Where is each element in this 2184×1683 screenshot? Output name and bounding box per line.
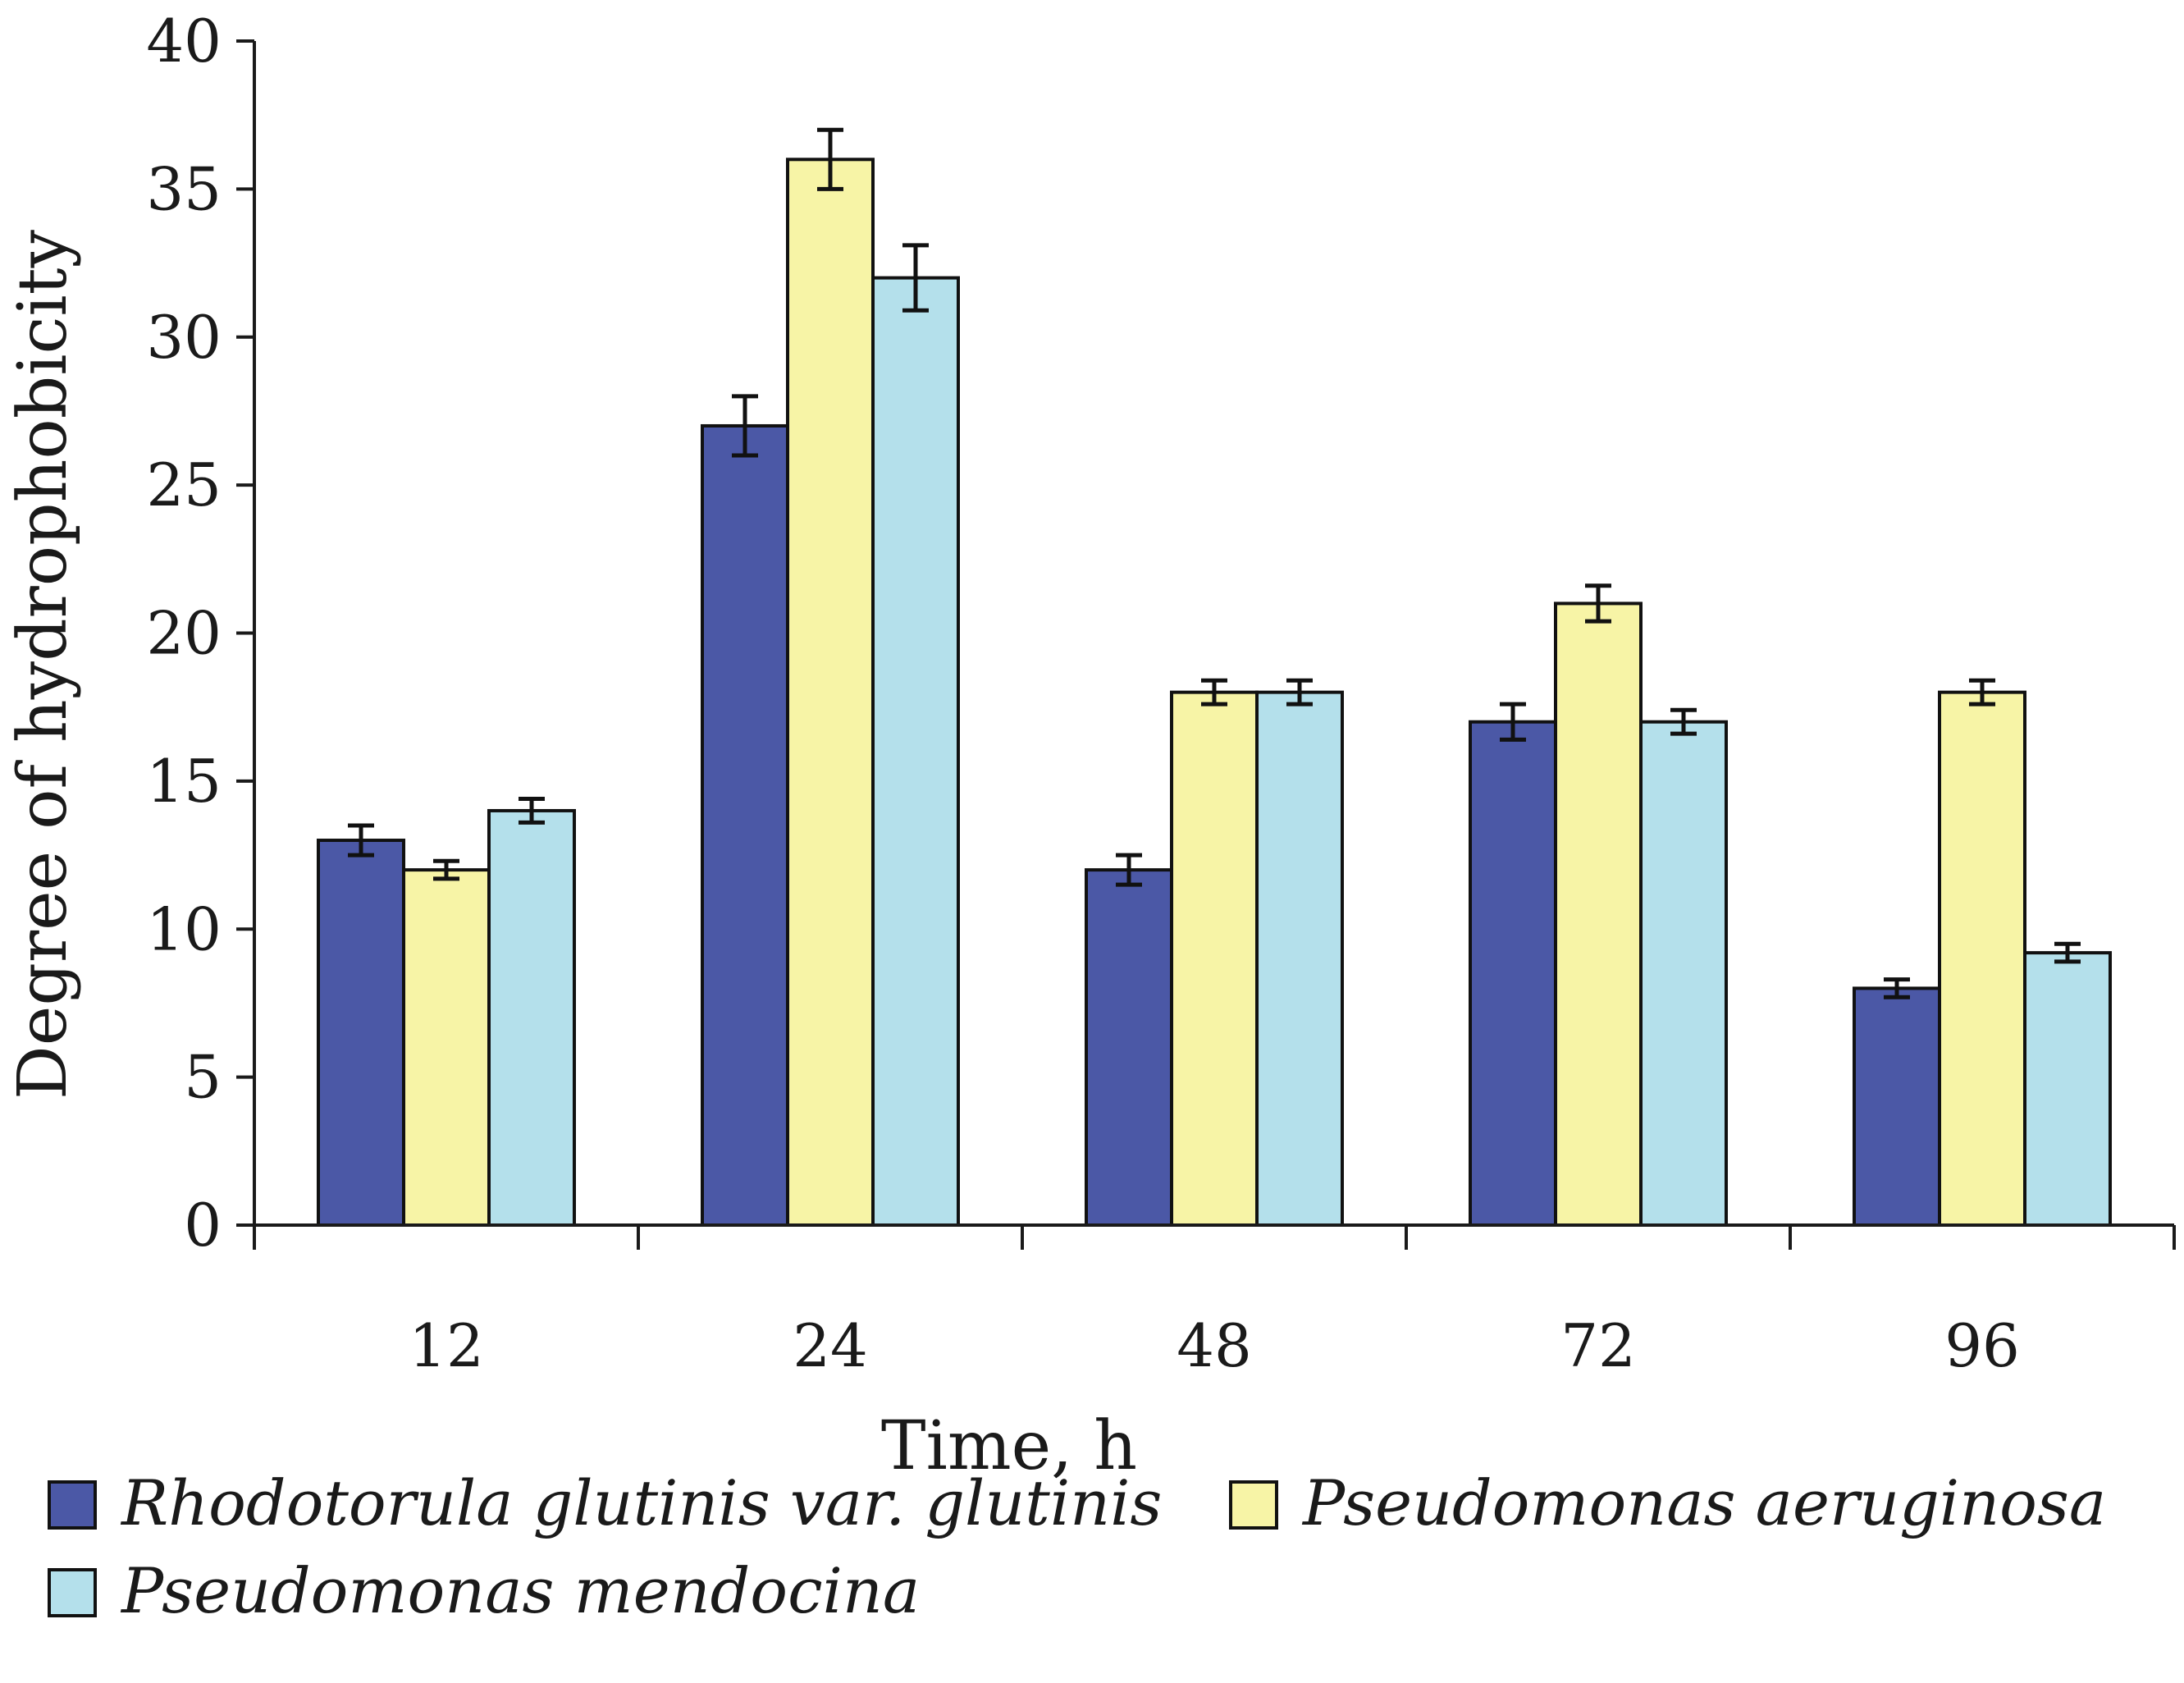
y-axis-ticks: 0 5 10 15 20 25 30 35 40 bbox=[146, 7, 254, 1260]
y-tick-label-0: 0 bbox=[184, 1191, 222, 1260]
x-tick-label-12: 12 bbox=[409, 1311, 484, 1380]
error-bar-1-96 bbox=[1884, 977, 1910, 999]
bar-2-48 bbox=[1170, 690, 1259, 1227]
bar-1-24 bbox=[701, 423, 789, 1227]
error-bar-1-48 bbox=[1116, 853, 1142, 887]
error-bars bbox=[348, 127, 2081, 999]
bar-1-48 bbox=[1085, 868, 1173, 1227]
x-axis-title: Time, h bbox=[881, 1407, 1137, 1485]
bar-1-96 bbox=[1853, 986, 1941, 1228]
legend-item-2: Pseudomonas aeruginosa bbox=[1229, 1466, 2106, 1539]
bar-2-12 bbox=[402, 868, 491, 1227]
plot-area bbox=[317, 158, 2112, 1228]
x-axis-ticks: 12 24 48 72 96 bbox=[253, 1225, 2176, 1380]
bar-3-12 bbox=[487, 808, 576, 1227]
error-bar-2-24 bbox=[817, 127, 843, 191]
y-axis-title: Degree of hydrophobicity bbox=[4, 229, 82, 1100]
error-bar-3-12 bbox=[519, 797, 545, 825]
y-tick-label-5: 5 bbox=[184, 1043, 222, 1112]
error-bar-2-48 bbox=[1201, 678, 1227, 707]
y-tick-label-20: 20 bbox=[146, 599, 222, 668]
bar-3-96 bbox=[2023, 951, 2112, 1227]
x-tick-label-24: 24 bbox=[793, 1311, 868, 1380]
error-bar-1-24 bbox=[732, 394, 758, 458]
x-tick-label-48: 48 bbox=[1177, 1311, 1252, 1380]
y-tick-label-15: 15 bbox=[146, 747, 222, 816]
legend-label-1: Rhodotorula glutinis var. glutinis bbox=[120, 1466, 1162, 1539]
bar-2-24 bbox=[786, 158, 875, 1227]
legend-item-3: Pseudomonas mendocina bbox=[48, 1554, 920, 1627]
y-tick-label-40: 40 bbox=[146, 7, 222, 75]
error-bar-1-12 bbox=[348, 823, 374, 858]
legend-label-3: Pseudomonas mendocina bbox=[120, 1554, 920, 1627]
x-tick-label-72: 72 bbox=[1560, 1311, 1636, 1380]
y-tick-label-30: 30 bbox=[146, 303, 222, 372]
bar-1-72 bbox=[1469, 720, 1557, 1227]
legend: Rhodotorula glutinis var. glutinis Pseudo… bbox=[48, 1466, 2106, 1627]
bar-2-72 bbox=[1554, 601, 1643, 1227]
y-tick-label-10: 10 bbox=[146, 894, 222, 963]
bar-2-96 bbox=[1938, 690, 2026, 1227]
error-bar-3-24 bbox=[902, 243, 929, 313]
bar-1-12 bbox=[317, 839, 405, 1228]
error-bar-1-72 bbox=[1500, 702, 1526, 742]
y-tick-label-25: 25 bbox=[146, 450, 222, 519]
legend-swatch-3 bbox=[48, 1568, 97, 1617]
error-bar-2-96 bbox=[1969, 678, 1995, 707]
error-bar-3-48 bbox=[1286, 678, 1313, 707]
legend-swatch-1 bbox=[48, 1480, 97, 1530]
legend-swatch-2 bbox=[1229, 1480, 1278, 1530]
bar-3-72 bbox=[1639, 720, 1728, 1227]
error-bar-2-12 bbox=[433, 858, 459, 881]
error-bar-3-72 bbox=[1670, 707, 1697, 736]
bar-3-48 bbox=[1255, 690, 1344, 1227]
x-tick-label-96: 96 bbox=[1944, 1311, 2020, 1380]
bar-3-24 bbox=[871, 276, 960, 1228]
legend-label-2: Pseudomonas aeruginosa bbox=[1301, 1466, 2106, 1539]
y-tick-label-35: 35 bbox=[146, 154, 222, 223]
legend-item-1: Rhodotorula glutinis var. glutinis bbox=[48, 1466, 1162, 1539]
error-bar-2-72 bbox=[1585, 583, 1611, 624]
error-bar-3-96 bbox=[2054, 941, 2081, 964]
